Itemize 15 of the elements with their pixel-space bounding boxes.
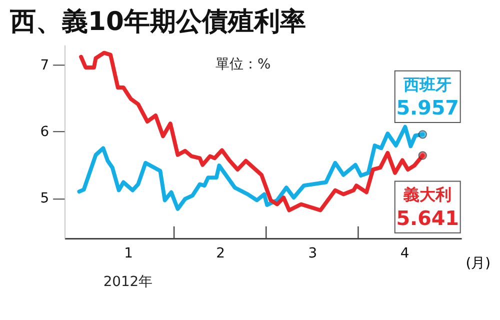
y-tick-label: 5 [40,190,50,207]
text: 2012年 [103,274,153,290]
annotation: 單位：% [215,56,271,73]
x-tick-label: 4 [400,246,410,262]
series-label: 義大利 [402,185,452,204]
data-label: 5.957 [396,96,459,120]
y-tick-label: 6 [40,124,50,140]
y-tick-label: 7 [40,57,50,74]
text: 西班牙 [402,74,452,94]
x-axis-title: (月) [466,256,491,272]
x-tick-label: 3 [308,246,318,262]
chart-title: 西、義10年期公債殖利率 [9,6,306,37]
x-tick-label: 1 [124,246,133,262]
data-label: 5.641 [396,206,459,230]
x-tick-label: 2 [216,246,225,262]
